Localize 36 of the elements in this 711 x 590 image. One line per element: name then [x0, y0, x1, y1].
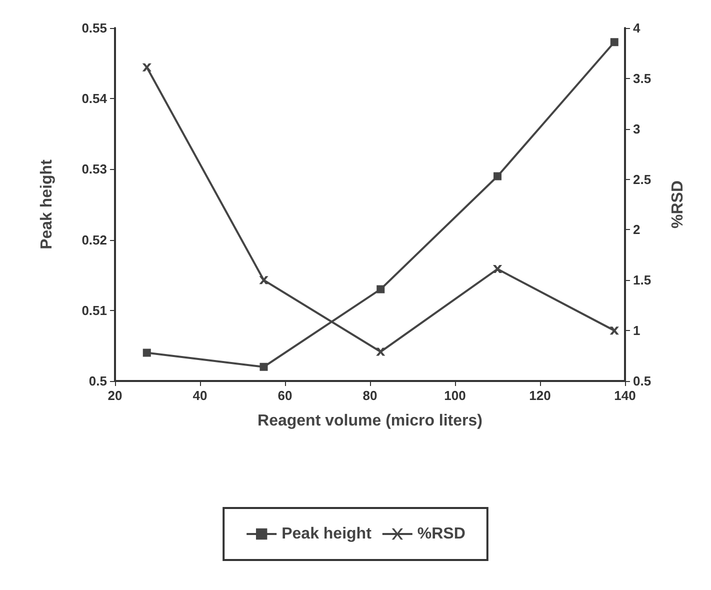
y-tick-label: 0.5: [88, 374, 107, 388]
y-tick-label: 0.53: [82, 162, 107, 177]
y2-tick-label: 1.5: [633, 272, 652, 288]
point: [610, 326, 618, 335]
point: [142, 63, 151, 72]
y2-tick-label: 3.5: [633, 70, 652, 86]
x-tick-label: 100: [444, 388, 466, 403]
y2-axis-title: %RSD: [670, 180, 686, 229]
x-tick-label: 120: [529, 388, 551, 403]
x-tick-label: 20: [108, 388, 122, 403]
legend-label: %RSD: [417, 526, 466, 542]
x-axis-title: Reagent volume (micro liters): [258, 412, 482, 430]
point: [376, 348, 385, 356]
y2-tick-label: 1: [633, 323, 640, 338]
y2-tick-label: 2: [633, 222, 640, 238]
point: [494, 265, 502, 274]
legend-label: Peak height: [282, 526, 372, 542]
point: [260, 276, 268, 284]
y2-tick-label: 3: [633, 121, 640, 136]
y2-tick-label: 4: [633, 20, 641, 36]
point: [260, 362, 268, 371]
y2-tick-label: 2.5: [633, 172, 652, 187]
y-tick-label: 0.54: [82, 91, 108, 106]
y-tick-label: 0.55: [82, 20, 107, 36]
point: [142, 348, 151, 357]
point: [610, 38, 618, 46]
y2-tick-label: 0.5: [633, 374, 652, 388]
x-tick-label: 80: [362, 388, 378, 403]
y-axis-title: Peak height: [38, 158, 56, 250]
x-tick-label: 40: [192, 388, 208, 403]
point: [494, 172, 502, 180]
y-tick-label: 0.51: [82, 302, 107, 318]
x-tick-label: 60: [278, 388, 292, 403]
x-tick-label: 140: [614, 388, 636, 403]
y-tick-label: 0.52: [82, 232, 107, 248]
point: [376, 285, 385, 294]
